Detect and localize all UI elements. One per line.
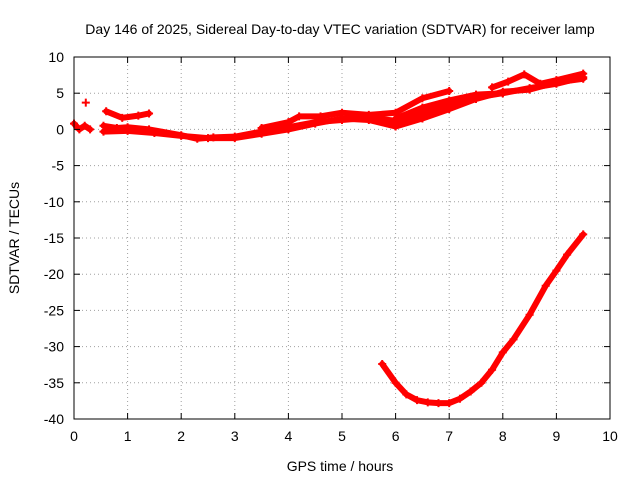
data-point: [316, 112, 325, 121]
data-point: [230, 134, 239, 143]
y-tick-label: 10: [48, 49, 64, 65]
data-point: [488, 83, 497, 92]
data-point: [498, 348, 507, 357]
y-tick-label: -35: [44, 375, 64, 391]
data-point: [525, 85, 534, 94]
data-point: [563, 250, 572, 259]
x-tick-label: 7: [445, 428, 453, 444]
data-point: [418, 94, 427, 103]
y-tick-label: -15: [44, 230, 64, 246]
data-point: [102, 107, 111, 116]
data-layer: [70, 69, 588, 408]
tick-layer: 0 1 2 3 4 5 6 7 8 9 10 10 5 0 -5 -10 -15 -20 -25 -30 -35 -40: [44, 49, 618, 444]
series-outlier: [81, 98, 90, 107]
data-point: [536, 79, 545, 88]
y-tick-label: -5: [52, 158, 65, 174]
data-point: [391, 122, 400, 131]
data-point: [455, 394, 464, 403]
data-point: [504, 77, 513, 86]
series-track-d: [257, 87, 454, 132]
data-point: [413, 396, 422, 405]
data-point: [520, 70, 529, 79]
data-point: [445, 105, 454, 114]
data-point: [434, 399, 443, 408]
data-point: [99, 127, 108, 136]
x-tick-label: 6: [392, 428, 400, 444]
x-tick-label: 10: [602, 428, 618, 444]
y-tick-label: -25: [44, 302, 64, 318]
data-point: [525, 310, 534, 319]
data-point: [177, 131, 186, 140]
data-point: [445, 96, 454, 105]
series-track-c: [102, 107, 154, 122]
data-point: [402, 390, 411, 399]
data-point: [445, 87, 454, 96]
data-point: [509, 335, 518, 344]
grid-layer: [74, 57, 610, 419]
y-tick-label: -40: [44, 411, 64, 427]
data-point: [472, 90, 480, 99]
data-point: [118, 113, 127, 122]
data-point: [284, 118, 293, 127]
data-point: [423, 398, 432, 407]
chart-title: Day 146 of 2025, Sidereal Day-to-day VTE…: [85, 21, 595, 37]
x-axis-label: GPS time / hours: [287, 458, 394, 474]
data-point: [488, 365, 497, 374]
x-tick-label: 1: [124, 428, 132, 444]
data-point: [295, 112, 304, 121]
data-point: [498, 89, 507, 98]
data-point: [145, 109, 154, 118]
y-tick-label: 0: [56, 121, 64, 137]
data-point: [80, 121, 89, 130]
series-line: [103, 108, 153, 121]
data-point: [378, 359, 387, 368]
x-tick-label: 2: [177, 428, 185, 444]
data-point: [541, 281, 550, 290]
data-point: [311, 119, 320, 128]
data-point: [579, 69, 588, 78]
data-point: [123, 126, 132, 135]
y-tick-label: -30: [44, 339, 64, 355]
data-point: [150, 129, 159, 138]
y-axis-label: SDTVAR / TECUs: [6, 182, 22, 294]
data-point: [81, 98, 90, 107]
series-line: [71, 120, 94, 133]
series-track-e: [488, 69, 588, 92]
data-point: [338, 108, 346, 117]
x-tick-label: 9: [553, 428, 561, 444]
data-point: [418, 114, 427, 123]
x-tick-label: 4: [285, 428, 293, 444]
data-point: [86, 125, 95, 134]
series-track-f: [391, 89, 507, 123]
x-tick-label: 8: [499, 428, 507, 444]
data-point: [257, 123, 266, 132]
x-tick-label: 0: [70, 428, 78, 444]
data-point: [284, 125, 293, 134]
data-point: [477, 378, 486, 387]
series-dip: [378, 230, 588, 408]
data-point: [418, 103, 427, 112]
data-point: [391, 114, 400, 123]
x-tick-label: 3: [231, 428, 239, 444]
data-point: [204, 134, 212, 143]
y-tick-label: 5: [56, 85, 64, 101]
data-point: [391, 378, 400, 387]
y-tick-label: -20: [44, 266, 64, 282]
data-point: [364, 110, 373, 119]
data-point: [134, 111, 143, 120]
data-point: [552, 76, 561, 85]
data-point: [445, 399, 454, 408]
data-point: [466, 387, 475, 396]
x-tick-label: 5: [338, 428, 346, 444]
y-tick-label: -10: [44, 194, 64, 210]
data-point: [552, 266, 561, 275]
data-point: [579, 230, 588, 239]
